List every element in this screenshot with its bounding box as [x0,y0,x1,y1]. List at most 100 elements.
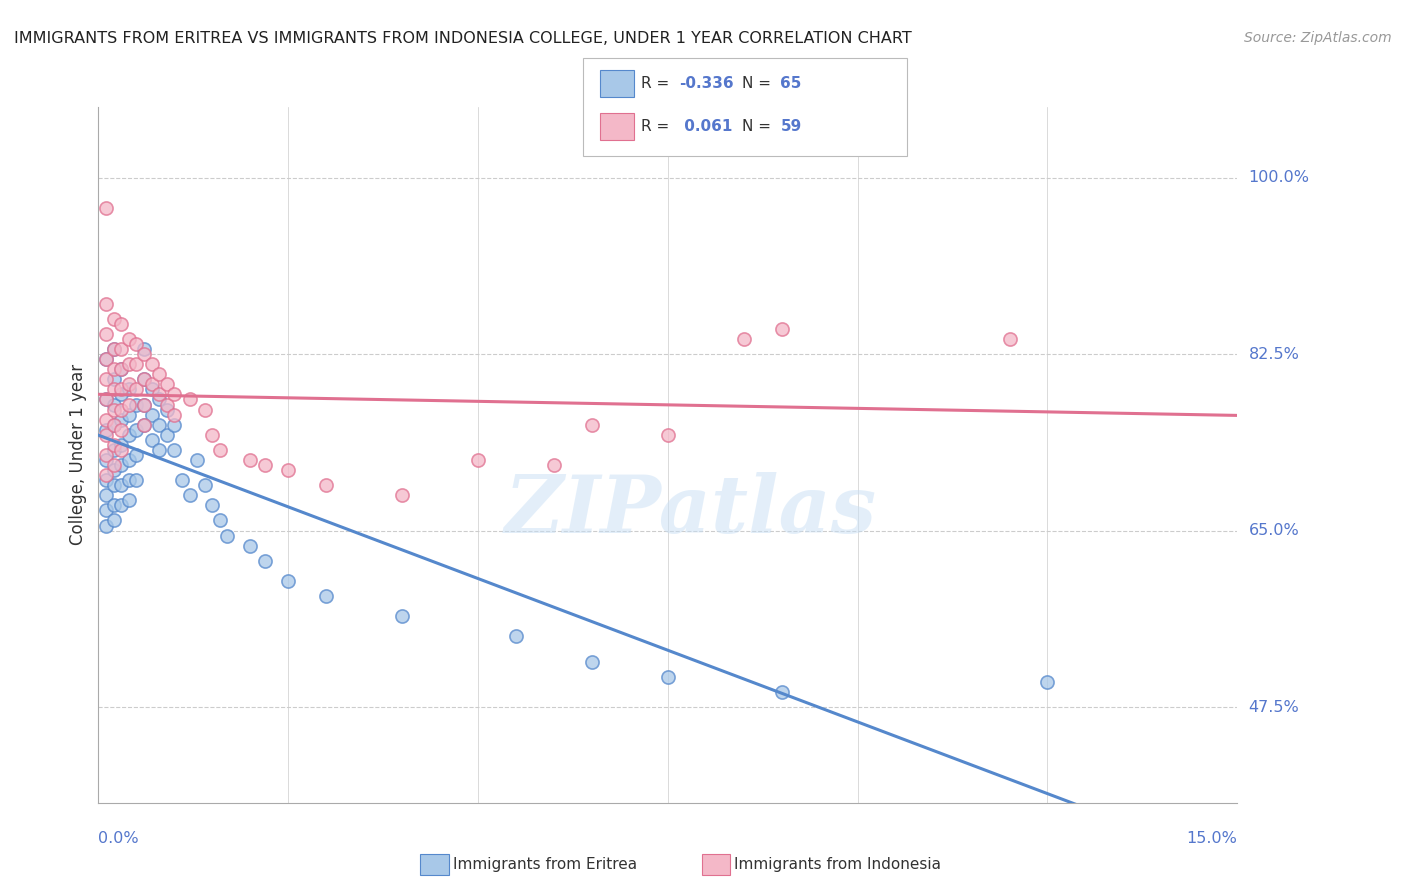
Point [110,478,132,492]
Text: 65.0%: 65.0% [1249,523,1299,538]
Point [110,499,132,513]
Text: ZIPatlas: ZIPatlas [505,472,877,549]
Point [201,427,224,442]
Point [132,342,155,356]
Point [277,574,299,588]
Point [141,377,163,392]
Text: IMMIGRANTS FROM ERITREA VS IMMIGRANTS FROM INDONESIA COLLEGE, UNDER 1 YEAR CORRE: IMMIGRANTS FROM ERITREA VS IMMIGRANTS FR… [14,31,912,46]
Point [94,427,117,442]
Point [118,383,141,397]
Point [132,397,155,411]
Point [657,427,679,442]
Y-axis label: College, Under 1 year: College, Under 1 year [69,364,87,546]
Point [391,488,413,502]
Point [103,402,125,417]
Point [125,357,148,371]
Point [110,412,132,426]
Point [103,438,125,452]
Point [103,417,125,432]
Point [94,392,117,407]
Point [110,362,132,376]
Point [156,427,179,442]
Point [179,488,201,502]
Point [132,417,155,432]
Point [103,372,125,386]
Text: N =: N = [742,120,776,134]
Point [94,412,117,426]
Point [125,337,148,351]
Point [103,458,125,472]
Point [110,317,132,331]
Point [94,296,117,310]
Point [110,383,132,397]
Point [148,392,170,407]
Text: 59: 59 [780,120,801,134]
Point [94,423,117,437]
Point [148,387,170,401]
Point [141,383,163,397]
Text: R =: R = [641,120,675,134]
Point [94,488,117,502]
Text: -0.336: -0.336 [679,77,734,91]
Point [125,383,148,397]
Point [94,448,117,462]
Point [505,629,527,643]
Point [315,478,337,492]
Point [94,473,117,487]
Point [770,685,793,699]
Point [657,670,679,684]
Point [581,417,603,432]
Point [132,347,155,361]
Point [156,397,179,411]
Point [103,397,125,411]
Point [194,402,217,417]
Point [141,357,163,371]
Point [118,357,141,371]
Point [163,442,186,457]
Point [118,397,141,411]
Point [156,377,179,392]
Text: 0.0%: 0.0% [98,830,139,846]
Point [179,392,201,407]
Point [132,417,155,432]
Point [125,423,148,437]
Point [998,332,1021,346]
Point [186,453,208,467]
Point [141,433,163,447]
Point [125,448,148,462]
Point [110,458,132,472]
Point [94,326,117,341]
Point [201,499,224,513]
Point [315,589,337,603]
Text: Source: ZipAtlas.com: Source: ZipAtlas.com [1244,31,1392,45]
Point [94,352,117,367]
Point [208,442,231,457]
Point [110,442,132,457]
Point [239,539,262,553]
Point [125,473,148,487]
Point [118,427,141,442]
Point [94,503,117,517]
Point [103,417,125,432]
Point [94,201,117,215]
Text: R =: R = [641,77,675,91]
Point [110,387,132,401]
Point [110,438,132,452]
Point [132,397,155,411]
Point [391,609,413,624]
Point [1036,674,1059,689]
Point [170,473,193,487]
Point [217,528,239,542]
Point [125,397,148,411]
Point [118,377,141,392]
Point [208,513,231,527]
Point [118,453,141,467]
Point [770,322,793,336]
Point [110,423,132,437]
Point [103,383,125,397]
Point [467,453,489,467]
Point [254,458,277,472]
Point [733,332,755,346]
Point [110,362,132,376]
Point [94,392,117,407]
